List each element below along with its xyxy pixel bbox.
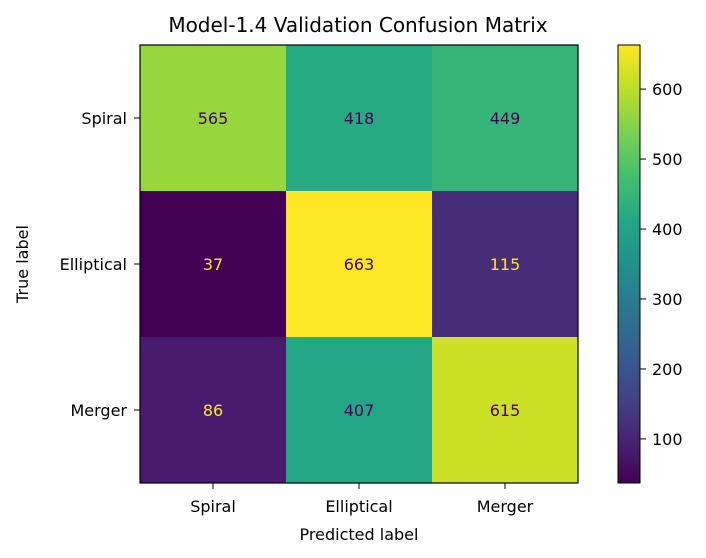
colorbar-tick-label: 200 [652,360,683,379]
y-tick-label: Merger [70,401,127,420]
heatmap-cell [432,191,579,338]
colorbar-tick-label: 300 [652,290,683,309]
y-axis-label: True label [13,225,32,304]
colorbar-tick-label: 400 [652,220,683,239]
y-tick-label: Elliptical [60,255,127,274]
heatmap-cell [286,45,433,192]
heatmap-cell [140,45,287,192]
cell-value-label: 565 [198,109,229,128]
x-tick-label: Spiral [190,497,236,516]
cell-value-labels: 565 418 449 37 663 115 86 407 615 [198,109,521,420]
heatmap-cell [432,337,579,484]
y-axis: Spiral Elliptical Merger [60,109,140,420]
cell-value-label: 407 [344,401,375,420]
cell-value-label: 115 [490,255,521,274]
heatmap-cells [140,45,579,484]
x-tick-label: Merger [477,497,534,516]
heatmap-cell [286,337,433,484]
heatmap-cell [140,191,287,338]
colorbar-frame [617,44,641,484]
chart-title: Model-1.4 Validation Confusion Matrix [168,13,548,37]
cell-value-label: 418 [344,109,375,128]
heatmap-cell [432,45,579,192]
cell-value-label: 663 [344,255,375,274]
heatmap-cell [140,337,287,484]
colorbar-gradient [618,45,640,483]
colorbar-tick-label: 600 [652,80,683,99]
cell-value-label: 449 [490,109,521,128]
y-tick-label: Spiral [81,109,127,128]
colorbar-ticks: 100 200 300 400 500 600 [640,80,683,449]
colorbar: 100 200 300 400 500 600 [617,44,683,484]
cell-value-label: 37 [203,255,223,274]
colorbar-tick-label: 500 [652,150,683,169]
cell-value-label: 615 [490,401,521,420]
cell-value-label: 86 [203,401,223,420]
heatmap-cell [286,191,433,338]
x-axis: Spiral Elliptical Merger [190,483,534,516]
x-axis-label: Predicted label [300,525,419,544]
colorbar-tick-label: 100 [652,430,683,449]
x-tick-label: Elliptical [325,497,392,516]
